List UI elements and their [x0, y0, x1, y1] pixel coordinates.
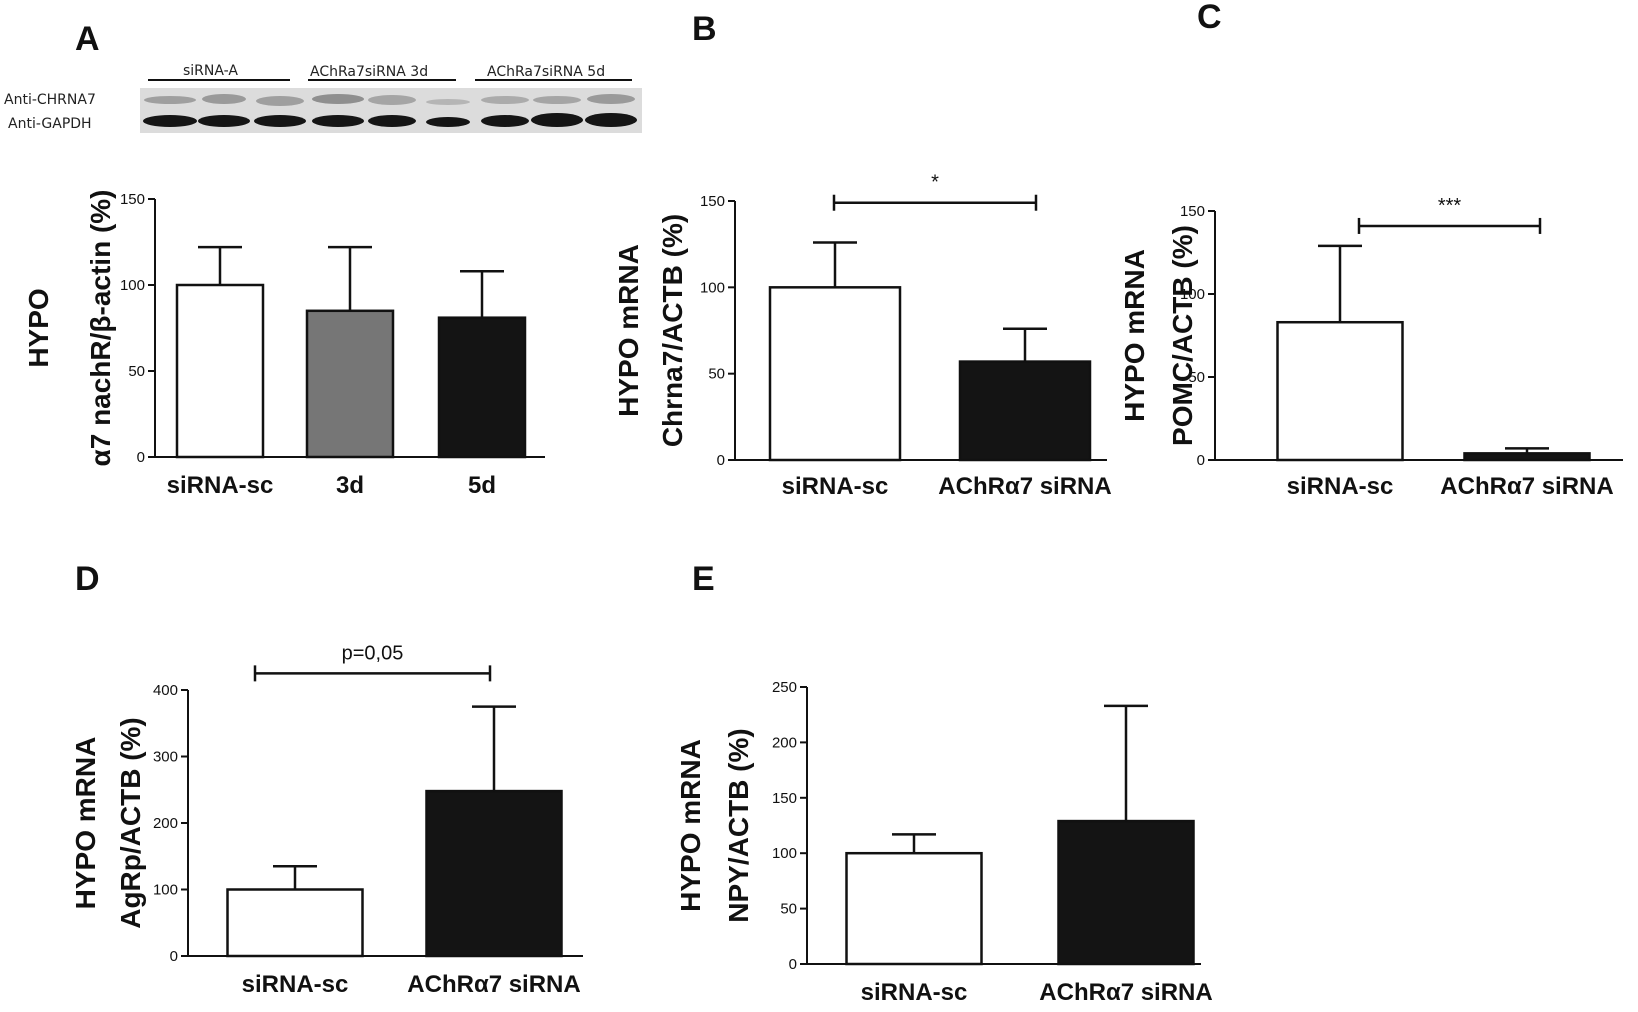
y-axis-label: HYPO mRNA [1119, 249, 1150, 422]
y-tick-label: 50 [780, 901, 797, 918]
y-tick-label: 100 [700, 279, 725, 296]
panel-letter-e: E [692, 560, 715, 598]
blot-group-label: AChRa7siRNA 3d [310, 64, 428, 80]
y-tick-label: 50 [1188, 369, 1205, 386]
y-tick-label: 100 [772, 845, 797, 862]
category-label: siRNA-sc [861, 979, 968, 1006]
y-tick-label: 150 [1180, 203, 1205, 220]
blot-row-label: Anti-CHRNA7 [4, 92, 96, 108]
category-label: 5d [468, 472, 496, 499]
blot-bands-chrna7 [144, 94, 635, 106]
y-tick-label: 200 [153, 815, 178, 832]
y-tick-label: 150 [772, 790, 797, 807]
y-axis-label: HYPO mRNA [70, 737, 101, 910]
y-tick-label: 100 [1180, 286, 1205, 303]
category-label: siRNA-sc [167, 472, 274, 499]
category-label: AChRα7 siRNA [938, 473, 1111, 500]
y-axis-label: α7 nachR/β-actin (%) [85, 189, 116, 466]
panel-letter-d: D [75, 560, 100, 598]
y-tick-label: 0 [170, 948, 178, 965]
y-tick-label: 0 [789, 956, 797, 973]
y-tick-label: 0 [137, 449, 145, 466]
chart-panel-d: 0 100 200 300 400 siRNA-sc AChRα7 siRNA HYPO mR… [70, 642, 583, 998]
bar [175, 283, 265, 459]
y-tick-label: 0 [1197, 452, 1205, 469]
panel-letter-a: A [75, 20, 100, 58]
blot-group-label: AChRa7siRNA 5d [487, 64, 605, 80]
y-tick-label: 100 [120, 277, 145, 294]
y-tick-label: 300 [153, 749, 178, 766]
y-axis-label: HYPO [23, 288, 54, 367]
y-tick-label: 100 [153, 882, 178, 899]
chart-panel-b: 0 50 100 150 siRNA-sc AChRα7 siRNA HYPO mRNA Ch… [613, 172, 1112, 500]
significance-label: p=0,05 [342, 642, 404, 664]
panel-letter-b: B [692, 10, 717, 48]
y-tick-label: 150 [120, 191, 145, 208]
y-axis-label: NPY/ACTB (%) [723, 728, 754, 922]
bar [437, 316, 527, 459]
blot-group-label: siRNA-A [183, 63, 238, 79]
bar [1276, 320, 1404, 462]
significance-label: *** [1438, 195, 1462, 217]
bar [1463, 452, 1591, 462]
panel-letter-c: C [1197, 0, 1222, 36]
bar [305, 309, 395, 459]
blot-bands-gapdh [143, 113, 637, 127]
significance-label: * [931, 172, 939, 194]
chart-panel-e: 0 50 100 150 200 250 siRNA-sc AChRα7 siRNA HYPO … [675, 679, 1213, 1006]
category-label: AChRα7 siRNA [1039, 979, 1212, 1006]
y-axis-label: POMC/ACTB (%) [1167, 225, 1198, 446]
chart-panel-a: 0 50 100 150 siRNA-sc 3d 5d HYPO α7 nachR/β-acti… [23, 189, 545, 499]
category-label: siRNA-sc [782, 473, 889, 500]
western-blot: siRNA-A AChRa7siRNA 3d AChRa7siRNA 5d An… [4, 63, 642, 133]
y-axis-label: Chrna7/ACTB (%) [657, 214, 688, 447]
y-tick-label: 250 [772, 679, 797, 696]
y-axis-label: HYPO mRNA [613, 244, 644, 417]
bar [768, 286, 902, 462]
chart-panel-c: 0 50 100 150 siRNA-sc AChRα7 siRNA HYPO mRNA PO… [1119, 195, 1623, 500]
y-tick-label: 50 [708, 366, 725, 383]
y-tick-label: 400 [153, 682, 178, 699]
category-label: AChRα7 siRNA [1440, 473, 1613, 500]
y-tick-label: 0 [717, 452, 725, 469]
y-tick-label: 150 [700, 193, 725, 210]
category-label: AChRα7 siRNA [407, 971, 580, 998]
bar [1057, 819, 1195, 966]
bar [425, 789, 563, 958]
category-label: siRNA-sc [242, 971, 349, 998]
bar [226, 888, 364, 958]
y-tick-label: 50 [128, 363, 145, 380]
y-axis-label: AgRp/ACTB (%) [115, 717, 146, 929]
bar [958, 360, 1092, 462]
category-label: siRNA-sc [1287, 473, 1394, 500]
y-tick-label: 200 [772, 734, 797, 751]
blot-row-label: Anti-GAPDH [8, 116, 92, 132]
y-axis-label: HYPO mRNA [675, 739, 706, 912]
category-label: 3d [336, 472, 364, 499]
bar [845, 851, 983, 966]
